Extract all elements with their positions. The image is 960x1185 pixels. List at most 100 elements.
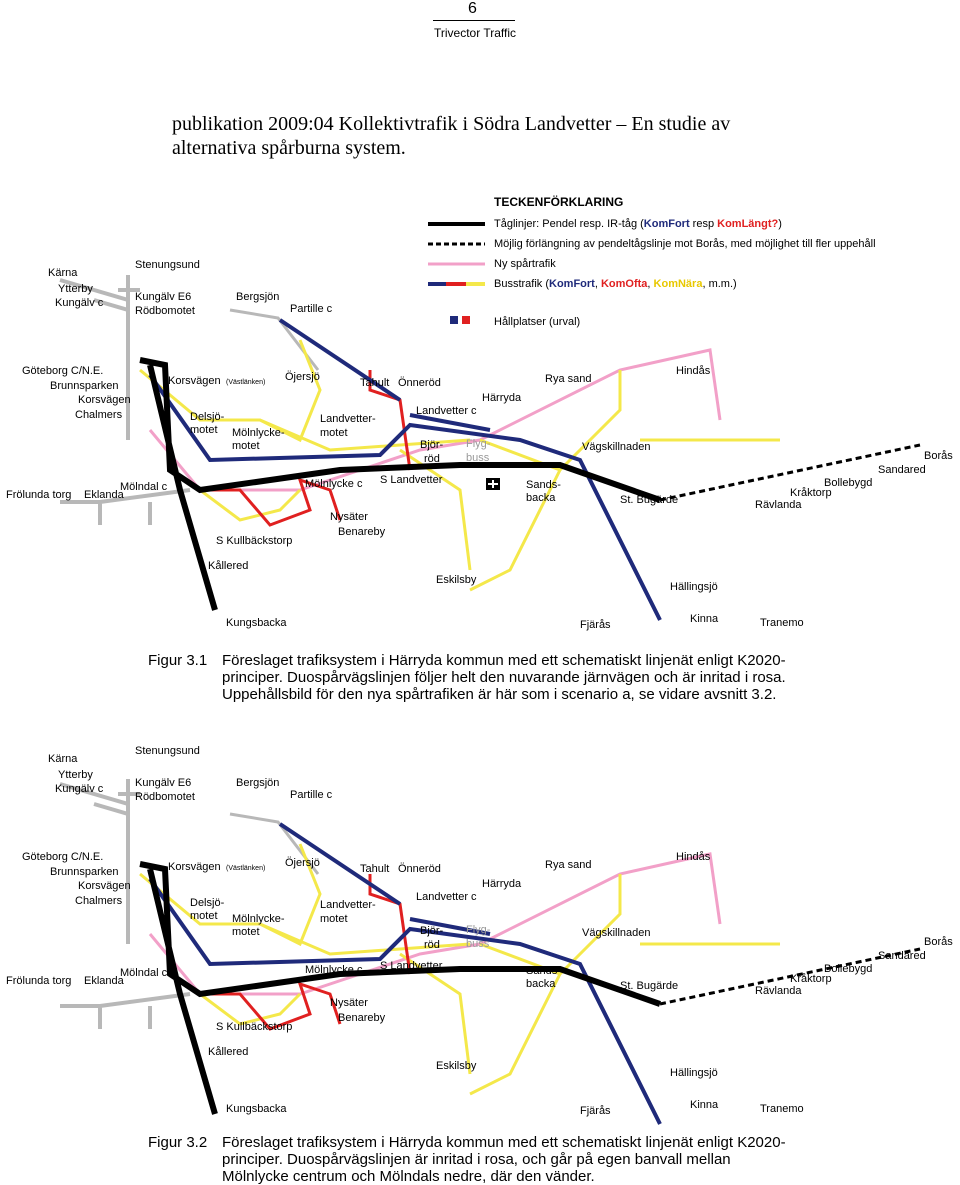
svg-text:buss: buss — [466, 938, 490, 950]
svg-text:motet: motet — [232, 926, 260, 938]
svg-text:Göteborg C/N.E.: Göteborg C/N.E. — [22, 851, 103, 863]
svg-text:Hindås: Hindås — [676, 851, 711, 863]
svg-text:Kärna: Kärna — [48, 267, 78, 279]
svg-text:Eklanda: Eklanda — [84, 489, 125, 501]
svg-text:(Västlänken): (Västlänken) — [226, 865, 265, 872]
station-labels: Kärna Stenungsund Ytterby Kungälv c Kung… — [6, 259, 953, 631]
svg-text:Mölnlycke-: Mölnlycke- — [232, 913, 285, 925]
svg-text:motet: motet — [190, 910, 218, 922]
svg-text:Benareby: Benareby — [338, 1012, 386, 1024]
svg-text:Eklanda: Eklanda — [84, 975, 125, 987]
svg-text:Rävlanda: Rävlanda — [755, 985, 802, 997]
svg-text:Kinna: Kinna — [690, 613, 719, 625]
svg-text:St. Bugärde: St. Bugärde — [620, 494, 678, 506]
svg-text:Kinna: Kinna — [690, 1099, 719, 1111]
svg-text:Hindås: Hindås — [676, 365, 711, 377]
svg-text:Tahult: Tahult — [360, 863, 389, 875]
svg-text:Stenungsund: Stenungsund — [135, 259, 200, 271]
svg-text:Tranemo: Tranemo — [760, 1103, 804, 1115]
svg-text:Ytterby: Ytterby — [58, 283, 93, 295]
header-rule — [433, 20, 515, 21]
svg-text:Borås: Borås — [924, 936, 953, 948]
svg-text:Rya sand: Rya sand — [545, 373, 591, 385]
svg-text:Benareby: Benareby — [338, 526, 386, 538]
svg-text:Brunnsparken: Brunnsparken — [50, 866, 119, 878]
map-figure-3-2: Kärna Stenungsund Ytterby Kungälv c Kung… — [6, 745, 953, 1130]
svg-text:Landvetter-: Landvetter- — [320, 899, 376, 911]
svg-text:Kungsbacka: Kungsbacka — [226, 617, 287, 629]
svg-text:Kållered: Kållered — [208, 560, 248, 572]
legend-row-5: Hållplatser (urval) — [494, 316, 580, 328]
svg-text:Tranemo: Tranemo — [760, 617, 804, 629]
svg-text:Korsvägen: Korsvägen — [168, 375, 221, 387]
svg-text:Partille c: Partille c — [290, 303, 333, 315]
svg-text:Frölunda torg: Frölunda torg — [6, 489, 71, 501]
svg-text:Kråktorp: Kråktorp — [790, 973, 832, 985]
svg-text:Eskilsby: Eskilsby — [436, 574, 477, 586]
svg-text:Önneröd: Önneröd — [398, 377, 441, 389]
svg-text:Bergsjön: Bergsjön — [236, 777, 279, 789]
svg-text:Rödbomotet: Rödbomotet — [135, 305, 195, 317]
legend-title: TECKENFÖRKLARING — [494, 194, 623, 209]
svg-text:Mölndal c: Mölndal c — [120, 481, 168, 493]
svg-text:Brunnsparken: Brunnsparken — [50, 380, 119, 392]
svg-text:backa: backa — [526, 492, 556, 504]
legend: TECKENFÖRKLARING Tåglinjer: Pendel resp.… — [428, 194, 876, 328]
svg-text:Björ-: Björ- — [420, 439, 444, 451]
header-org: Trivector Traffic — [433, 26, 516, 40]
svg-text:Ytterby: Ytterby — [58, 769, 93, 781]
svg-text:Rödbomotet: Rödbomotet — [135, 791, 195, 803]
svg-text:Landvetter-: Landvetter- — [320, 413, 376, 425]
svg-text:backa: backa — [526, 978, 556, 990]
svg-text:Flyg-: Flyg- — [466, 438, 491, 450]
svg-text:Landvetter c: Landvetter c — [416, 405, 477, 417]
caption-label: Figur 3.1 — [148, 652, 208, 669]
svg-text:Sandared: Sandared — [878, 950, 926, 962]
svg-text:Mölnlycke-: Mölnlycke- — [232, 427, 285, 439]
svg-text:Partille c: Partille c — [290, 789, 333, 801]
svg-text:Flyg-: Flyg- — [466, 924, 491, 936]
svg-text:Borås: Borås — [924, 450, 953, 462]
svg-text:Bollebygd: Bollebygd — [824, 963, 872, 975]
svg-text:buss: buss — [466, 452, 490, 464]
svg-text:S Landvetter: S Landvetter — [380, 960, 443, 972]
svg-text:Stenungsund: Stenungsund — [135, 745, 200, 757]
caption-text: Föreslaget trafiksystem i Härryda kommun… — [222, 1134, 786, 1185]
svg-text:S Kullbäckstorp: S Kullbäckstorp — [216, 535, 292, 547]
svg-text:Tahult: Tahult — [360, 377, 389, 389]
svg-text:S Kullbäckstorp: S Kullbäckstorp — [216, 1021, 292, 1033]
svg-text:Kungälv c: Kungälv c — [55, 783, 104, 795]
svg-text:Hällingsjö: Hällingsjö — [670, 1067, 718, 1079]
svg-text:Kungsbacka: Kungsbacka — [226, 1103, 287, 1115]
svg-text:Kungälv E6: Kungälv E6 — [135, 777, 191, 789]
svg-text:Kärna: Kärna — [48, 753, 78, 765]
svg-text:Delsjö-: Delsjö- — [190, 411, 225, 423]
svg-text:(Västlänken): (Västlänken) — [226, 379, 265, 386]
svg-text:Kråktorp: Kråktorp — [790, 487, 832, 499]
svg-text:Öjersjö: Öjersjö — [285, 371, 320, 383]
svg-text:Nysäter: Nysäter — [330, 511, 368, 523]
svg-text:Kållered: Kållered — [208, 1046, 248, 1058]
svg-text:Landvetter c: Landvetter c — [416, 891, 477, 903]
caption-text: Föreslaget trafiksystem i Härryda kommun… — [222, 652, 786, 703]
svg-text:Kungälv E6: Kungälv E6 — [135, 291, 191, 303]
legend-row-3: Ny spårtrafik — [494, 258, 556, 270]
svg-text:Fjärås: Fjärås — [580, 1105, 611, 1117]
svg-text:röd: röd — [424, 453, 440, 465]
intro-text: publikation 2009:04 Kollektivtrafik i Sö… — [172, 113, 731, 159]
svg-text:Bergsjön: Bergsjön — [236, 291, 279, 303]
svg-text:Önneröd: Önneröd — [398, 863, 441, 875]
svg-text:Mölnlycke c: Mölnlycke c — [305, 478, 363, 490]
page-number: 6 — [468, 0, 477, 17]
svg-text:Chalmers: Chalmers — [75, 409, 123, 421]
svg-text:Rya sand: Rya sand — [545, 859, 591, 871]
svg-text:Vägskillnaden: Vägskillnaden — [582, 927, 651, 939]
caption-label: Figur 3.2 — [148, 1134, 208, 1151]
svg-text:Eskilsby: Eskilsby — [436, 1060, 477, 1072]
svg-text:Hällingsjö: Hällingsjö — [670, 581, 718, 593]
svg-text:Mölndal c: Mölndal c — [120, 967, 168, 979]
svg-text:S Landvetter: S Landvetter — [380, 474, 443, 486]
station-labels-2: Kärna Stenungsund Ytterby Kungälv c Kung… — [6, 745, 953, 1117]
legend-row-1: Tåglinjer: Pendel resp. IR-tåg (KomFort … — [494, 218, 782, 230]
map-figure-3-1: TECKENFÖRKLARING Tåglinjer: Pendel resp.… — [6, 194, 953, 631]
